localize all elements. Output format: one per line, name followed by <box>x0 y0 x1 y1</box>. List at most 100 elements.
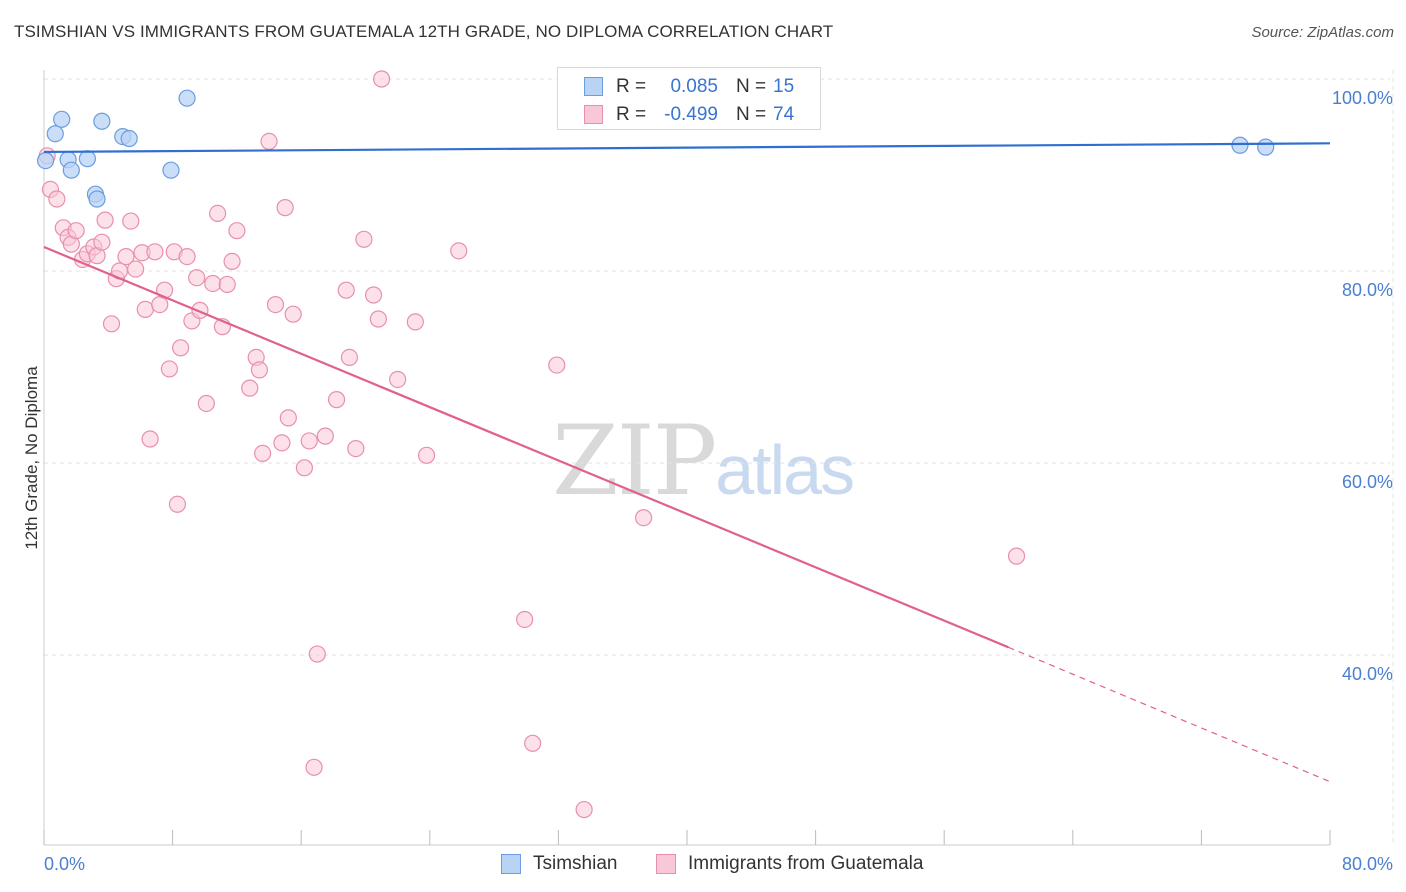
data-point-tsimshian <box>120 129 138 148</box>
data-point-guatemala <box>364 286 383 304</box>
series-legend: Tsimshian Immigrants from Guatemala <box>0 852 1406 878</box>
legend-n-value: 74 <box>773 104 795 125</box>
data-point-guatemala <box>260 132 278 150</box>
x-tick-label: 0.0% <box>44 854 85 874</box>
series-tsimshian-points <box>37 89 1275 208</box>
data-point-tsimshian <box>62 161 80 179</box>
data-point-guatemala <box>389 370 407 389</box>
data-point-guatemala <box>241 379 259 397</box>
data-point-guatemala <box>417 446 436 464</box>
data-point-guatemala <box>1007 547 1026 565</box>
data-point-tsimshian <box>37 152 55 170</box>
data-point-guatemala <box>102 315 121 333</box>
data-point-guatemala <box>48 190 66 208</box>
data-point-guatemala <box>178 248 196 266</box>
data-point-guatemala <box>172 339 190 357</box>
data-point-guatemala <box>295 459 314 477</box>
data-point-guatemala <box>327 391 346 409</box>
legend-row-tsimshian: R = 0.085 N = 15 <box>558 74 820 100</box>
data-point-guatemala <box>300 432 318 450</box>
data-point-guatemala <box>188 269 206 287</box>
data-point-guatemala <box>127 260 145 278</box>
data-point-tsimshian <box>78 150 97 168</box>
y-tick-label: 80.0% <box>1342 280 1393 300</box>
legend-r-value: -0.499 <box>664 104 718 125</box>
data-point-guatemala <box>347 440 365 458</box>
legend-r-label: R = <box>616 76 647 97</box>
data-point-guatemala <box>136 300 154 318</box>
trend-line-tsimshian <box>43 142 1331 154</box>
trend-line-guatemala-extension <box>1008 646 1331 783</box>
data-point-guatemala <box>406 313 424 331</box>
data-point-guatemala <box>146 243 164 261</box>
data-point-guatemala <box>548 356 566 374</box>
legend-swatch-tsimshian <box>584 77 603 96</box>
data-point-guatemala <box>228 222 246 240</box>
data-point-guatemala <box>575 800 593 819</box>
data-point-guatemala <box>279 409 297 427</box>
data-point-guatemala <box>96 211 114 229</box>
data-point-guatemala <box>117 248 135 266</box>
data-point-guatemala <box>93 233 111 251</box>
tick-labels: 40.0% 60.0% 80.0% 100.0% 0.0% 80.0% <box>44 88 1393 874</box>
y-tick-label: 40.0% <box>1342 664 1393 684</box>
data-point-guatemala <box>151 296 169 314</box>
data-point-guatemala <box>204 274 222 293</box>
legend-r-label: R = <box>616 104 647 125</box>
data-point-guatemala <box>634 509 653 527</box>
data-point-guatemala <box>160 360 178 378</box>
data-point-guatemala <box>308 645 326 663</box>
data-point-guatemala <box>197 394 215 413</box>
trend-lines <box>43 142 1331 783</box>
data-point-guatemala <box>284 305 302 323</box>
y-tick-label: 60.0% <box>1342 472 1393 492</box>
data-point-tsimshian <box>46 125 64 143</box>
data-point-guatemala <box>254 444 272 462</box>
data-point-guatemala <box>67 222 85 240</box>
data-point-guatemala <box>355 230 373 248</box>
data-point-guatemala <box>168 495 187 513</box>
data-point-guatemala <box>337 281 355 299</box>
data-point-guatemala <box>250 361 269 379</box>
data-point-tsimshian <box>1231 136 1249 154</box>
data-point-guatemala <box>273 434 291 452</box>
data-point-guatemala <box>516 610 534 629</box>
data-point-guatemala <box>223 252 241 270</box>
data-point-guatemala <box>305 758 323 776</box>
grid <box>44 70 1394 845</box>
data-point-tsimshian <box>178 89 196 107</box>
legend-swatch-guatemala <box>584 105 603 124</box>
data-point-guatemala <box>340 348 359 366</box>
data-point-tsimshian <box>88 190 106 208</box>
data-point-tsimshian <box>53 110 71 128</box>
data-point-guatemala <box>266 296 285 314</box>
x-tick-label: 80.0% <box>1342 854 1393 874</box>
series-guatemala-points <box>38 70 1026 819</box>
legend-n-value: 15 <box>773 76 795 97</box>
data-point-guatemala <box>209 204 227 222</box>
y-tick-label: 100.0% <box>1332 88 1393 108</box>
data-point-guatemala <box>524 734 542 752</box>
data-point-tsimshian <box>162 161 180 179</box>
legend-swatch-guatemala <box>656 854 676 874</box>
legend-n-label: N = <box>736 76 767 97</box>
trend-line-guatemala <box>43 245 1009 649</box>
data-point-guatemala <box>316 427 334 445</box>
legend-r-value: 0.085 <box>670 76 718 97</box>
source-label: Source: ZipAtlas.com <box>1251 24 1394 41</box>
legend-label-tsimshian: Tsimshian <box>533 853 618 874</box>
data-point-tsimshian <box>93 112 111 130</box>
data-point-guatemala <box>369 310 387 328</box>
legend-label-guatemala: Immigrants from Guatemala <box>688 853 924 874</box>
correlation-legend: R = 0.085 N = 15 R = -0.499 N = 74 <box>557 67 821 130</box>
legend-row-guatemala: R = -0.499 N = 74 <box>558 102 820 128</box>
chart-title: TSIMSHIAN VS IMMIGRANTS FROM GUATEMALA 1… <box>14 22 834 41</box>
legend-swatch-tsimshian <box>501 854 521 874</box>
legend-n-label: N = <box>736 104 767 125</box>
data-point-guatemala <box>450 242 468 260</box>
data-point-guatemala <box>218 275 236 294</box>
data-point-guatemala <box>141 430 159 448</box>
data-point-guatemala <box>122 212 140 230</box>
data-point-guatemala <box>372 70 391 88</box>
